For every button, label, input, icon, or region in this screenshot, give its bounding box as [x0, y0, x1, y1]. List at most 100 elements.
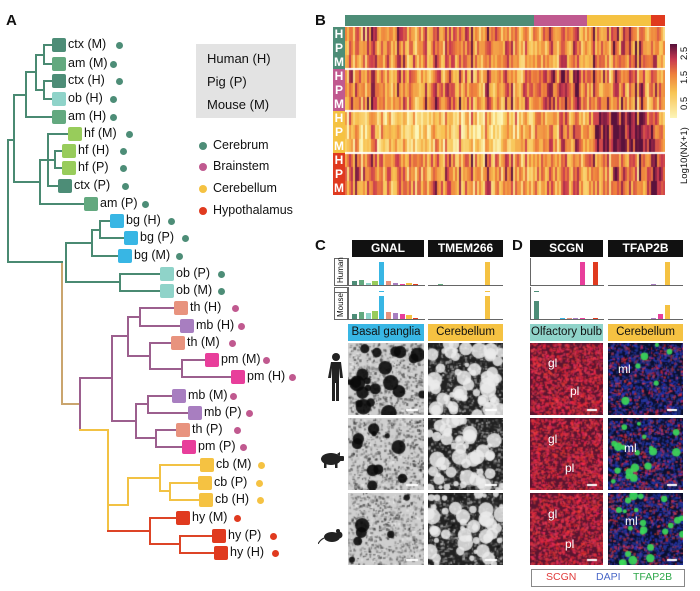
leaf-swatch [180, 319, 194, 333]
leaf-region-dot [256, 497, 264, 504]
leaf-swatch [176, 423, 190, 437]
leaf-region-dot [255, 480, 263, 487]
leaf-swatch [52, 57, 66, 71]
layer-label-ml-pig: ml [624, 441, 637, 455]
leaf-region-dot [245, 410, 253, 417]
bar [358, 280, 365, 285]
mouse-silhouette-icon [318, 529, 343, 544]
tissue-header-cerebellum-c: Cerebellum [428, 324, 503, 341]
region-label-cerebrum: Cerebrum [213, 138, 269, 152]
micrograph-mouse-cerebellum [428, 493, 503, 565]
heatmap-color-scale [670, 44, 677, 118]
panel-a-letter: A [6, 12, 17, 29]
micrograph-pig-cerebellum [428, 418, 503, 490]
layer-label-ml-mouse: ml [625, 514, 638, 528]
bar [592, 262, 598, 285]
scale-tick-mid: 1.5 [679, 70, 690, 84]
leaf-swatch [52, 74, 66, 88]
leaf-region-dot [228, 340, 236, 347]
panel-c-bar-plot [348, 258, 425, 286]
leaf-region-dot [109, 114, 117, 121]
panel-b-letter: B [315, 12, 326, 29]
leaf-swatch [84, 197, 98, 211]
bar [406, 282, 412, 285]
leaf-swatch [118, 249, 132, 263]
leaf-label: am (M) [68, 56, 108, 70]
leaf-label: ctx (M) [68, 37, 107, 51]
gene-header-scgn: SCGN [530, 240, 603, 257]
leaf-label: hf (P) [78, 160, 109, 174]
leaf-swatch [52, 38, 66, 52]
leaf-label: ctx (H) [68, 73, 105, 87]
leaf-label: pm (M) [221, 352, 261, 366]
bar [386, 281, 392, 285]
leaf-label: bg (H) [126, 213, 161, 227]
leaf-label: cb (M) [216, 457, 252, 471]
leaf-swatch [160, 267, 174, 281]
leaf-label: cb (H) [215, 492, 250, 506]
leaf-swatch [68, 127, 82, 141]
layer-label-pl-human: pl [570, 384, 580, 398]
panel-d-bar-plot [608, 258, 683, 286]
panel-d-letter: D [512, 237, 523, 254]
region-dot-cerebrum [199, 142, 207, 150]
stain-legend-scgn: SCGN [546, 571, 577, 583]
leaf-swatch [176, 511, 190, 525]
leaf-label: ob (P) [176, 266, 211, 280]
panel-c-bar-plot [428, 258, 503, 286]
leaf-region-dot [175, 253, 183, 260]
heatmap-region-segment [345, 15, 534, 26]
leaf-swatch [182, 440, 196, 454]
bar [406, 315, 412, 319]
leaf-region-dot [229, 393, 237, 400]
scale-tick-low: 0.5 [679, 96, 690, 110]
tissue-header-basal-ganglia: Basal ganglia [348, 324, 424, 341]
bar [484, 262, 490, 285]
leaf-label: th (H) [190, 300, 222, 314]
region-dot-brainstem [199, 163, 207, 171]
leaf-swatch [124, 231, 138, 245]
layer-label-pl-pig: pl [565, 461, 575, 475]
bar [413, 317, 419, 319]
leaf-swatch [62, 144, 76, 158]
leaf-label: mb (M) [188, 388, 228, 402]
leaf-swatch [174, 301, 188, 315]
bar [358, 311, 365, 319]
fluorescence-human-cerebellum [608, 343, 683, 415]
bar [392, 282, 399, 285]
region-label-cerebellum: Cerebellum [213, 181, 277, 195]
dendrogram [7, 44, 232, 554]
heatmap-region-segment [650, 15, 665, 26]
bar [392, 313, 399, 319]
heatmap-row-letter: H [333, 27, 345, 41]
scale-tick-high: 2.5 [679, 46, 690, 60]
leaf-region-dot [122, 183, 130, 190]
leaf-region-dot [231, 305, 239, 312]
bar [664, 262, 670, 285]
species-key: Human (H) Pig (P) Mouse (M) [196, 44, 296, 118]
micrograph-pig-basal-ganglia [348, 418, 424, 490]
bar [379, 296, 385, 319]
leaf-region-dot [237, 323, 245, 330]
bar [657, 314, 664, 319]
species-row-label: Mouse [334, 292, 348, 320]
region-label-brainstem: Brainstem [213, 159, 270, 173]
bar [379, 262, 385, 285]
leaf-swatch [199, 493, 213, 507]
heatmap-row-letter: H [333, 69, 345, 83]
leaf-region-dot [116, 78, 124, 85]
heatmap-row-letter: P [333, 167, 345, 181]
panel-c-bar-plot [428, 292, 503, 320]
human-silhouette-icon [328, 353, 343, 401]
layer-label-gl-human: gl [548, 356, 558, 370]
species-key-pig: Pig (P) [207, 74, 247, 89]
leaf-label: hy (H) [230, 545, 265, 559]
leaf-label: ob (M) [176, 283, 213, 297]
leaf-region-dot [271, 550, 279, 557]
heatmap-row-letter: H [333, 111, 345, 125]
leaf-swatch [62, 161, 76, 175]
leaf-label: hy (M) [192, 510, 228, 524]
bar [592, 317, 598, 319]
